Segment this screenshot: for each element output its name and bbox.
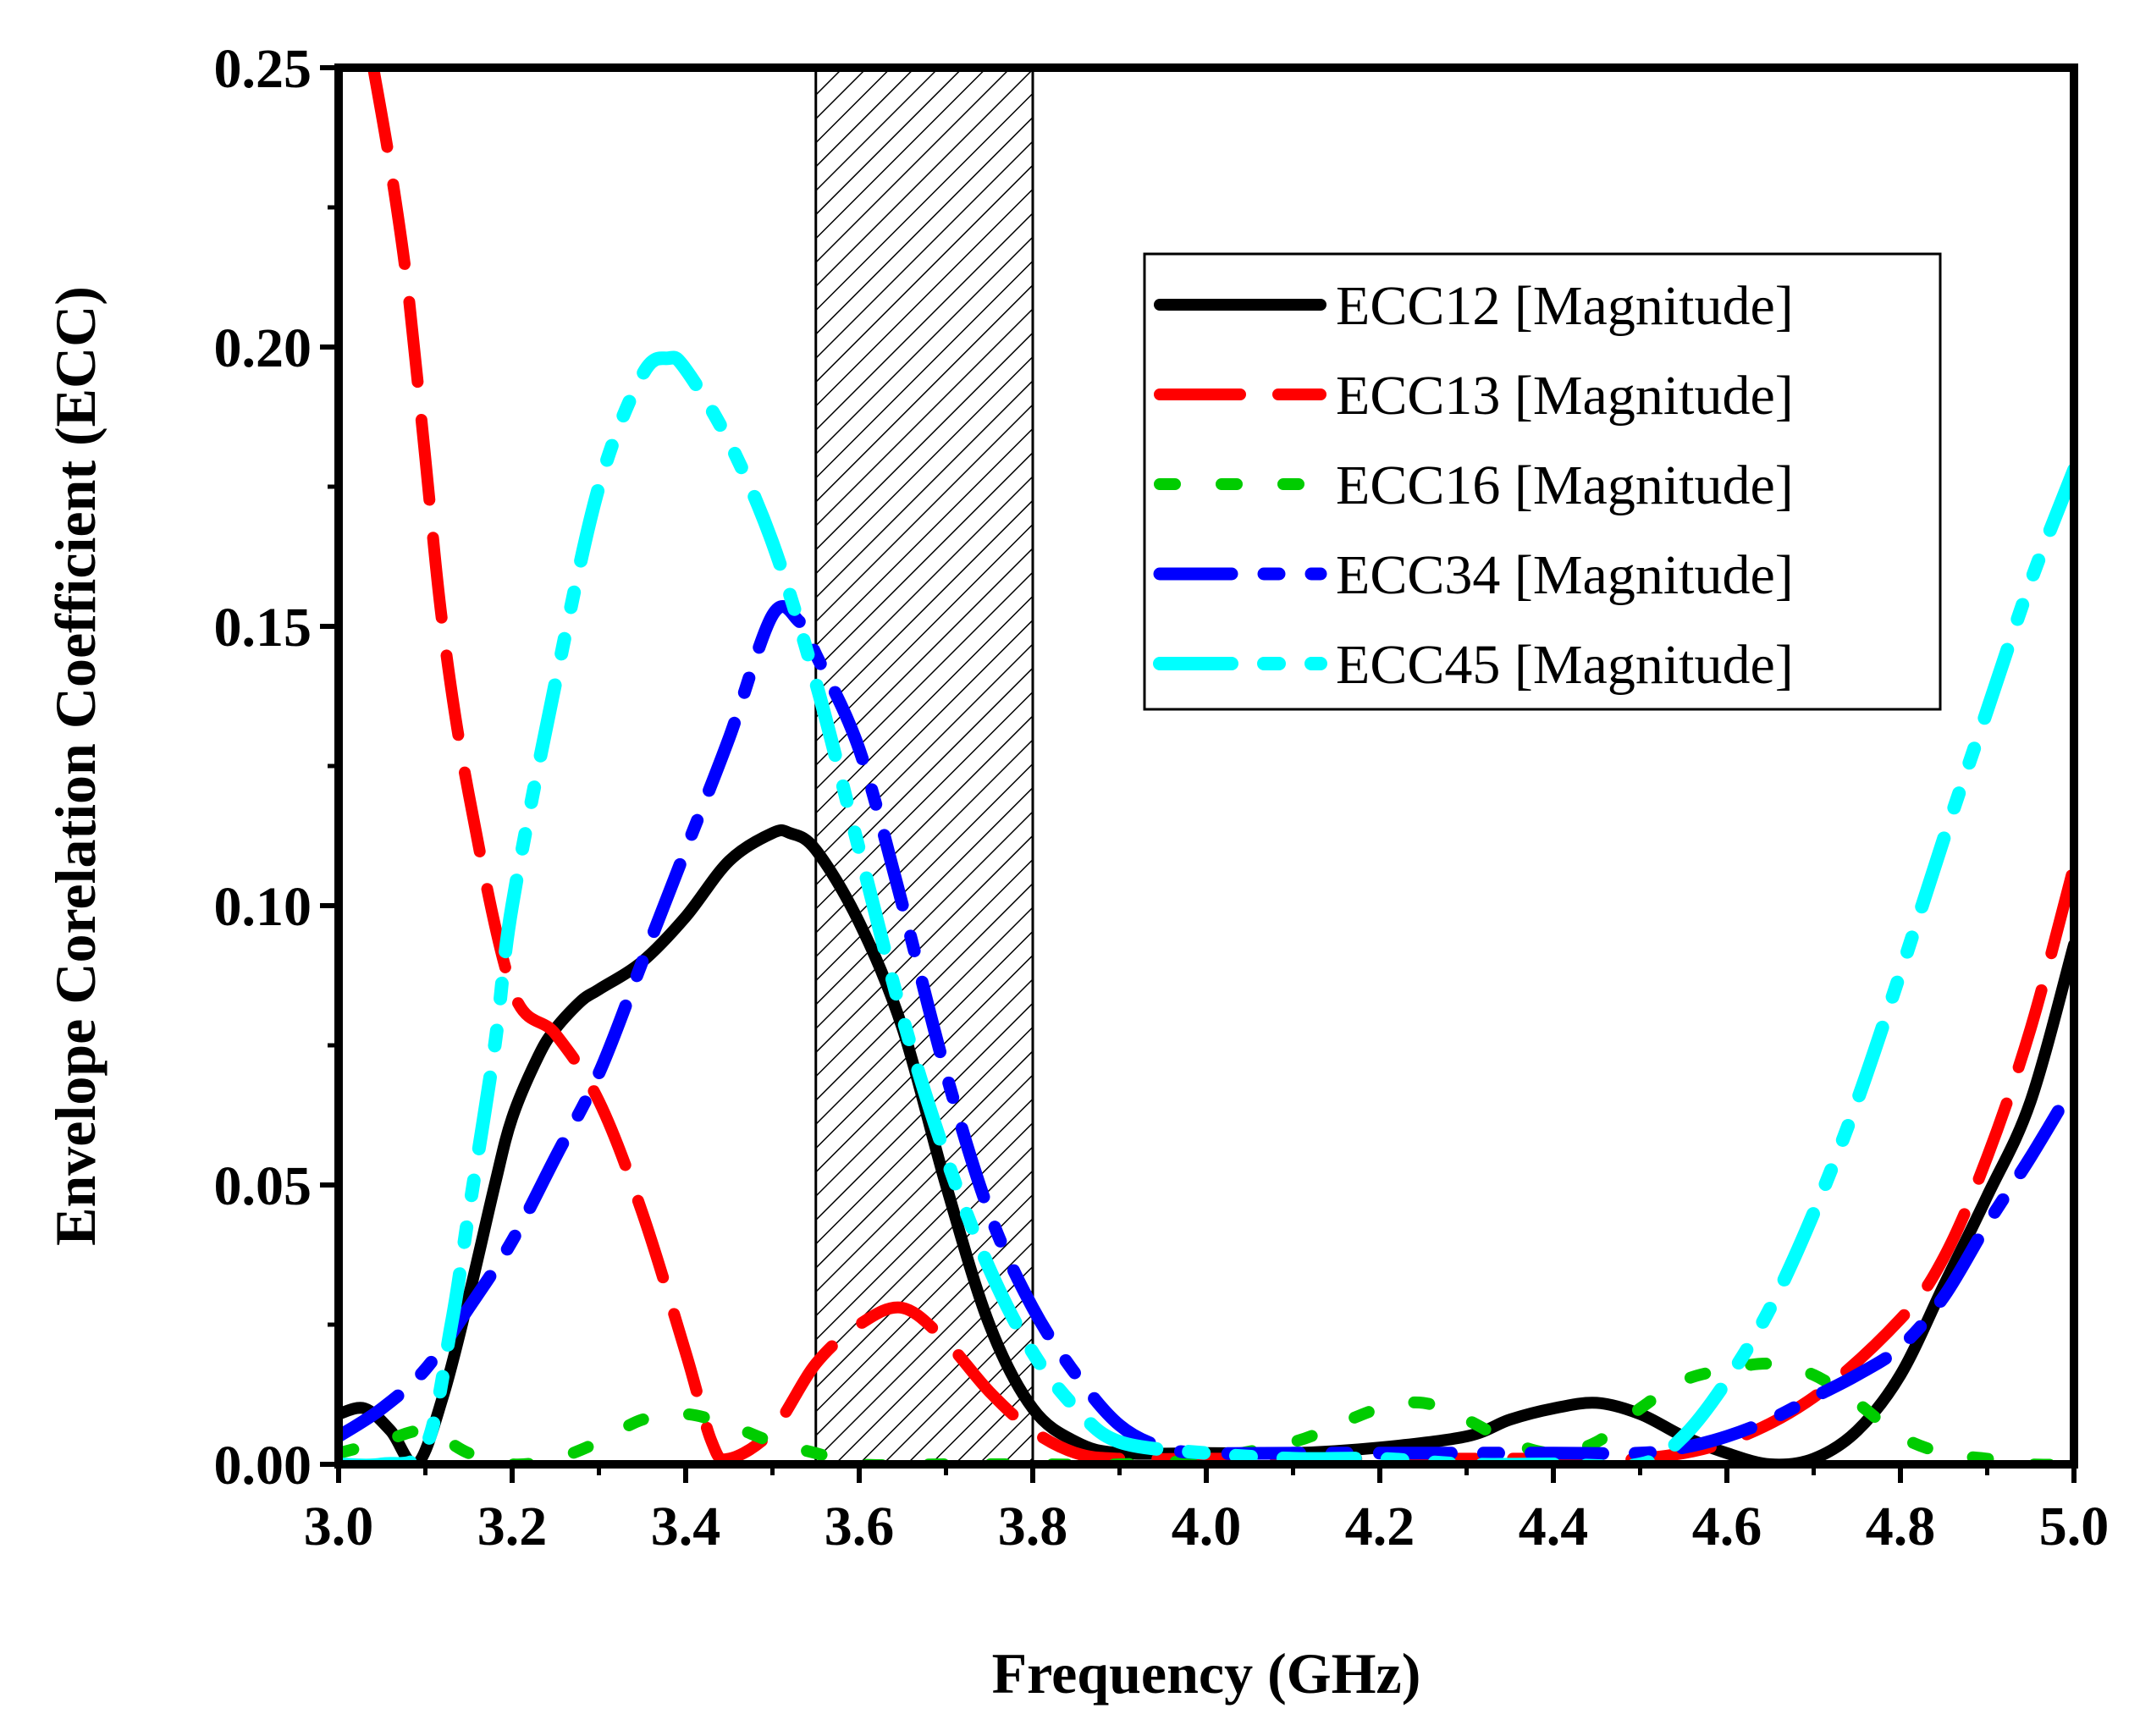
y-tick-label: 0.25 — [214, 38, 312, 100]
legend-label: ECC34 [Magnitude] — [1336, 544, 1794, 606]
x-tick-label: 4.0 — [1172, 1496, 1242, 1557]
legend: ECC12 [Magnitude] ECC13 [Magnitude] ECC16 … — [1143, 252, 1942, 711]
legend-label: ECC12 [Magnitude] — [1336, 275, 1794, 337]
x-tick-label: 3.4 — [651, 1496, 721, 1557]
x-axis-title: Frequency (GHz) — [992, 1641, 1421, 1706]
x-tick-label: 3.0 — [304, 1496, 374, 1557]
series-line-ecc16 — [339, 1358, 2074, 1464]
x-tick-label: 3.6 — [825, 1496, 895, 1557]
y-tick-label: 0.15 — [214, 597, 312, 659]
x-tick-label: 3.2 — [477, 1496, 548, 1557]
y-tick-label: 0.10 — [214, 876, 312, 938]
y-tick-label: 0.20 — [214, 317, 312, 379]
x-tick-label: 4.6 — [1692, 1496, 1762, 1557]
x-tick-label: 3.8 — [998, 1496, 1068, 1557]
legend-label: ECC13 [Magnitude] — [1336, 365, 1794, 427]
legend-label: ECC45 [Magnitude] — [1336, 634, 1794, 696]
x-tick-label: 4.2 — [1345, 1496, 1415, 1557]
legend-label: ECC16 [Magnitude] — [1336, 455, 1794, 516]
shaded-band — [814, 66, 1034, 1466]
series-line-ecc45 — [339, 350, 2074, 1464]
x-tick-label: 4.8 — [1866, 1496, 1936, 1557]
legend-box — [1143, 252, 1942, 711]
y-axis-title: Envelope Corelation Coefficient (ECC) — [43, 286, 108, 1246]
series-line-ecc34 — [339, 600, 2074, 1460]
y-tick-label: 0.00 — [214, 1435, 312, 1496]
series-line-ecc13 — [367, 68, 2074, 1464]
x-tick-label: 4.4 — [1519, 1496, 1589, 1557]
x-tick-label: 5.0 — [2039, 1496, 2110, 1557]
y-tick-label: 0.05 — [214, 1155, 312, 1217]
